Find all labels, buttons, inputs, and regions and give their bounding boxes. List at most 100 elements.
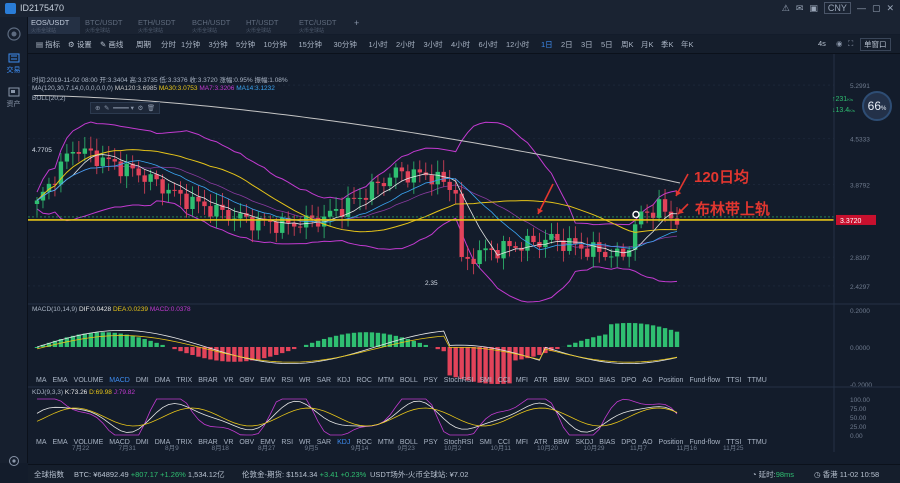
period-option[interactable]: 5日 [601,39,613,50]
tab-bch-usdt[interactable]: BCH/USDT 火币全球站 [189,17,241,34]
period-option[interactable]: 3分钟 [209,39,228,50]
indicator-tab[interactable]: TTSI [726,439,741,446]
indicator-tab[interactable]: CCI [498,377,510,384]
indicator-tab[interactable]: BOLL [400,377,418,384]
indicator-tab[interactable]: SKDJ [575,377,593,384]
period-option[interactable]: 10分钟 [264,39,287,50]
close-icon[interactable]: ✕ [886,3,894,14]
indicator-tab[interactable]: EMA [53,377,68,384]
indicator-tab[interactable]: TRIX [176,377,192,384]
period-option[interactable]: 4小时 [451,39,470,50]
indicator-tab[interactable]: Position [659,439,684,446]
indicator-tab[interactable]: BOLL [400,439,418,446]
settings-icon[interactable] [0,455,27,469]
period-option[interactable]: 月K [641,39,654,50]
sidebar-item-trade[interactable]: 交易 [0,53,27,75]
indicator-tab[interactable]: OBV [239,377,254,384]
indicator-tab[interactable]: VR [224,439,234,446]
indicator-tab[interactable]: AO [642,439,652,446]
indicator-tab[interactable]: MACD [109,439,130,446]
indicator-tab[interactable]: EMV [260,377,275,384]
indicator-tab[interactable]: EMV [260,439,275,446]
indicator-tab[interactable]: KDJ [337,377,350,384]
indicator-tab[interactable]: MTM [378,439,394,446]
indicator-tab[interactable]: TTMU [747,439,766,446]
indicator-tab[interactable]: MA [36,377,47,384]
tab-etc-usdt[interactable]: ETC/USDT 火币全球站 [296,17,348,34]
indicator-tab[interactable]: KDJ [337,439,350,446]
indicator-tab[interactable]: DMI [136,439,149,446]
indicator-tab[interactable]: TRIX [176,439,192,446]
indicator-tab[interactable]: SAR [317,377,331,384]
indicator-tab[interactable]: ROC [356,377,372,384]
period-option[interactable]: 3小时 [424,39,443,50]
period-option[interactable]: 季K [661,39,674,50]
indicator-tab[interactable]: StochRSI [444,439,474,446]
period-option[interactable]: 1日 [541,39,553,50]
indicator-tab[interactable]: SKDJ [575,439,593,446]
indicator-tab[interactable]: WR [299,439,311,446]
indicator-tab[interactable]: RSI [281,439,293,446]
indicator-tab[interactable]: DMA [155,377,171,384]
indicator-tab[interactable]: DMI [136,377,149,384]
indicator-tab[interactable]: MA [36,439,47,446]
indicator-tab[interactable]: BIAS [599,439,615,446]
indicator-tab[interactable]: SAR [317,439,331,446]
period-option[interactable]: 3日 [581,39,593,50]
indicator-tab[interactable]: VR [224,377,234,384]
period-option[interactable]: 2小时 [396,39,415,50]
indicator-tab[interactable]: SMI [479,377,491,384]
maximize-icon[interactable]: ▢ [872,3,881,14]
indicator-tab[interactable]: ATR [534,377,547,384]
indicator-tab[interactable]: DPO [621,377,636,384]
period-option[interactable]: 12小时 [506,39,529,50]
sidebar-item-assets[interactable]: 资产 [0,87,27,109]
indicator-tab[interactable]: AO [642,377,652,384]
period-option[interactable]: 1小时 [369,39,388,50]
layout-select[interactable]: 单窗口 [860,38,891,51]
indicator-tab[interactable]: Position [659,377,684,384]
indicator-tab[interactable]: OBV [239,439,254,446]
tab-btc-usdt[interactable]: BTC/USDT 火币全球站 [82,17,134,34]
period-option[interactable]: 1分钟 [181,39,200,50]
indicator-tab[interactable]: SMI [479,439,491,446]
global-index-label[interactable]: 全球指数 [34,469,64,480]
minimize-icon[interactable]: — [857,3,866,13]
settings-button[interactable]: ⚙ 设置 [68,39,92,50]
indicator-tab[interactable]: PSY [424,439,438,446]
indicator-tab[interactable]: DMA [155,439,171,446]
indicator-tab[interactable]: BBW [553,377,569,384]
indicator-tab[interactable]: MFI [516,439,528,446]
tab-ht-usdt[interactable]: HT/USDT 火币全球站 [243,17,295,34]
indicator-tab[interactable]: BIAS [599,377,615,384]
indicator-tab[interactable]: TTMU [747,377,766,384]
indicator-tab[interactable]: TTSI [726,377,741,384]
period-option[interactable]: 15分钟 [299,39,322,50]
zoom-level[interactable]: 4s [818,39,826,48]
notification-icon[interactable]: ✉ [796,3,804,14]
indicator-tab[interactable]: MACD [109,377,130,384]
indicator-tab[interactable]: CCI [498,439,510,446]
add-tab-button[interactable]: + [351,17,361,34]
camera-icon[interactable]: ◉ [836,39,843,48]
alert-icon[interactable]: ⚠ [782,3,790,14]
account-id[interactable]: ID2175470 [20,3,64,13]
indicator-tab[interactable]: WR [299,377,311,384]
draw-line-button[interactable]: ✎ 画线 [100,39,123,50]
indicator-tab[interactable]: BRAR [198,439,217,446]
indicator-tab[interactable]: VOLUME [74,439,104,446]
period-option[interactable]: 分时 [161,39,176,50]
indicator-tab[interactable]: ROC [356,439,372,446]
tab-eth-usdt[interactable]: ETH/USDT 火币全球站 [135,17,187,34]
fullscreen-icon[interactable]: ⛶ [848,39,853,49]
indicator-button[interactable]: ▤ 指标 [36,39,60,50]
period-option[interactable]: 年K [681,39,694,50]
currency-select[interactable]: CNY [824,2,851,14]
indicator-tab[interactable]: Fund-flow [689,377,720,384]
period-option[interactable]: 6小时 [479,39,498,50]
period-option[interactable]: 30分钟 [334,39,357,50]
draw-tools-strip[interactable]: ⊕ ✎ ━━━━ ▾ ⚙ 🗑 [90,102,160,114]
tab-eos-usdt[interactable]: EOS/USDT 火币全球站 [28,17,80,34]
indicator-tab[interactable]: PSY [424,377,438,384]
